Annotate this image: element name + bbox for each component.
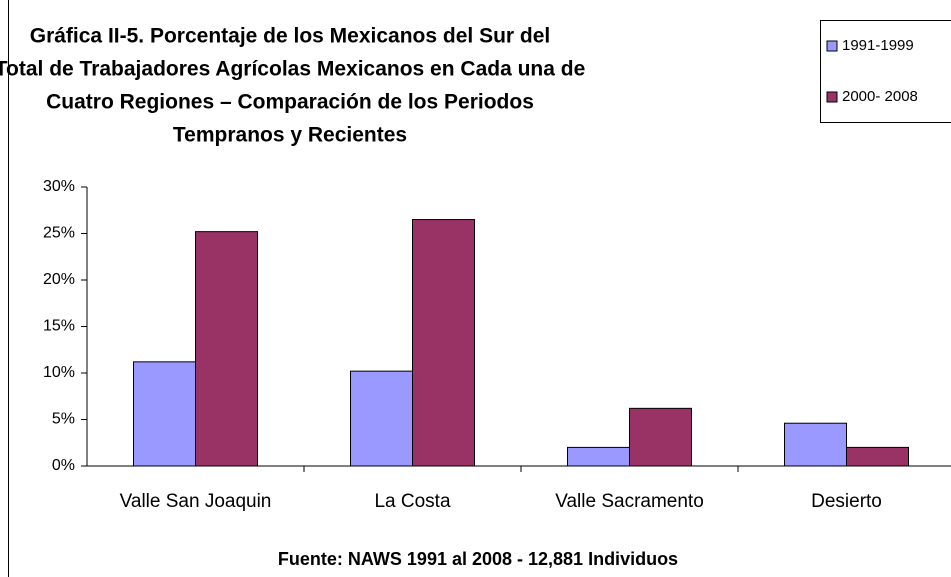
bar — [846, 446, 909, 467]
bar — [350, 370, 413, 467]
y-tick-label: 30% — [43, 178, 75, 195]
y-tick-label: 15% — [43, 318, 75, 335]
chart-title: Cuatro Regiones – Comparación de los Per… — [46, 91, 534, 114]
chart-title: Gráfica II-5. Porcentaje de los Mexicano… — [30, 25, 551, 48]
y-tick-label: 25% — [43, 225, 75, 242]
x-tick-label: Valle San Joaquin — [120, 491, 272, 512]
y-tick-label: 0% — [52, 457, 75, 474]
y-tick-label: 10% — [43, 364, 75, 381]
legend-label: 2000- 2008 — [842, 88, 918, 105]
chart-title: Total de Trabajadores Agrícolas Mexicano… — [0, 58, 585, 81]
source: Fuente: NAWS 1991 al 2008 - 12,881 Indiv… — [278, 549, 678, 569]
x-tick-label: La Costa — [374, 491, 450, 512]
bar — [629, 407, 692, 467]
bar — [195, 231, 258, 467]
legend-box — [820, 20, 951, 123]
chart-title: Tempranos y Recientes — [173, 124, 407, 147]
legend-swatch — [826, 91, 838, 103]
y-tick-label: 5% — [52, 411, 75, 428]
legend-label: 1991-1999 — [842, 37, 914, 54]
bar — [133, 361, 196, 467]
legend-swatch — [826, 40, 838, 52]
bar — [412, 219, 475, 467]
bar — [567, 446, 630, 467]
x-tick-label: Valle Sacramento — [555, 491, 704, 512]
x-tick-label: Desierto — [811, 491, 882, 512]
y-tick-label: 20% — [43, 271, 75, 288]
bar — [784, 422, 847, 467]
